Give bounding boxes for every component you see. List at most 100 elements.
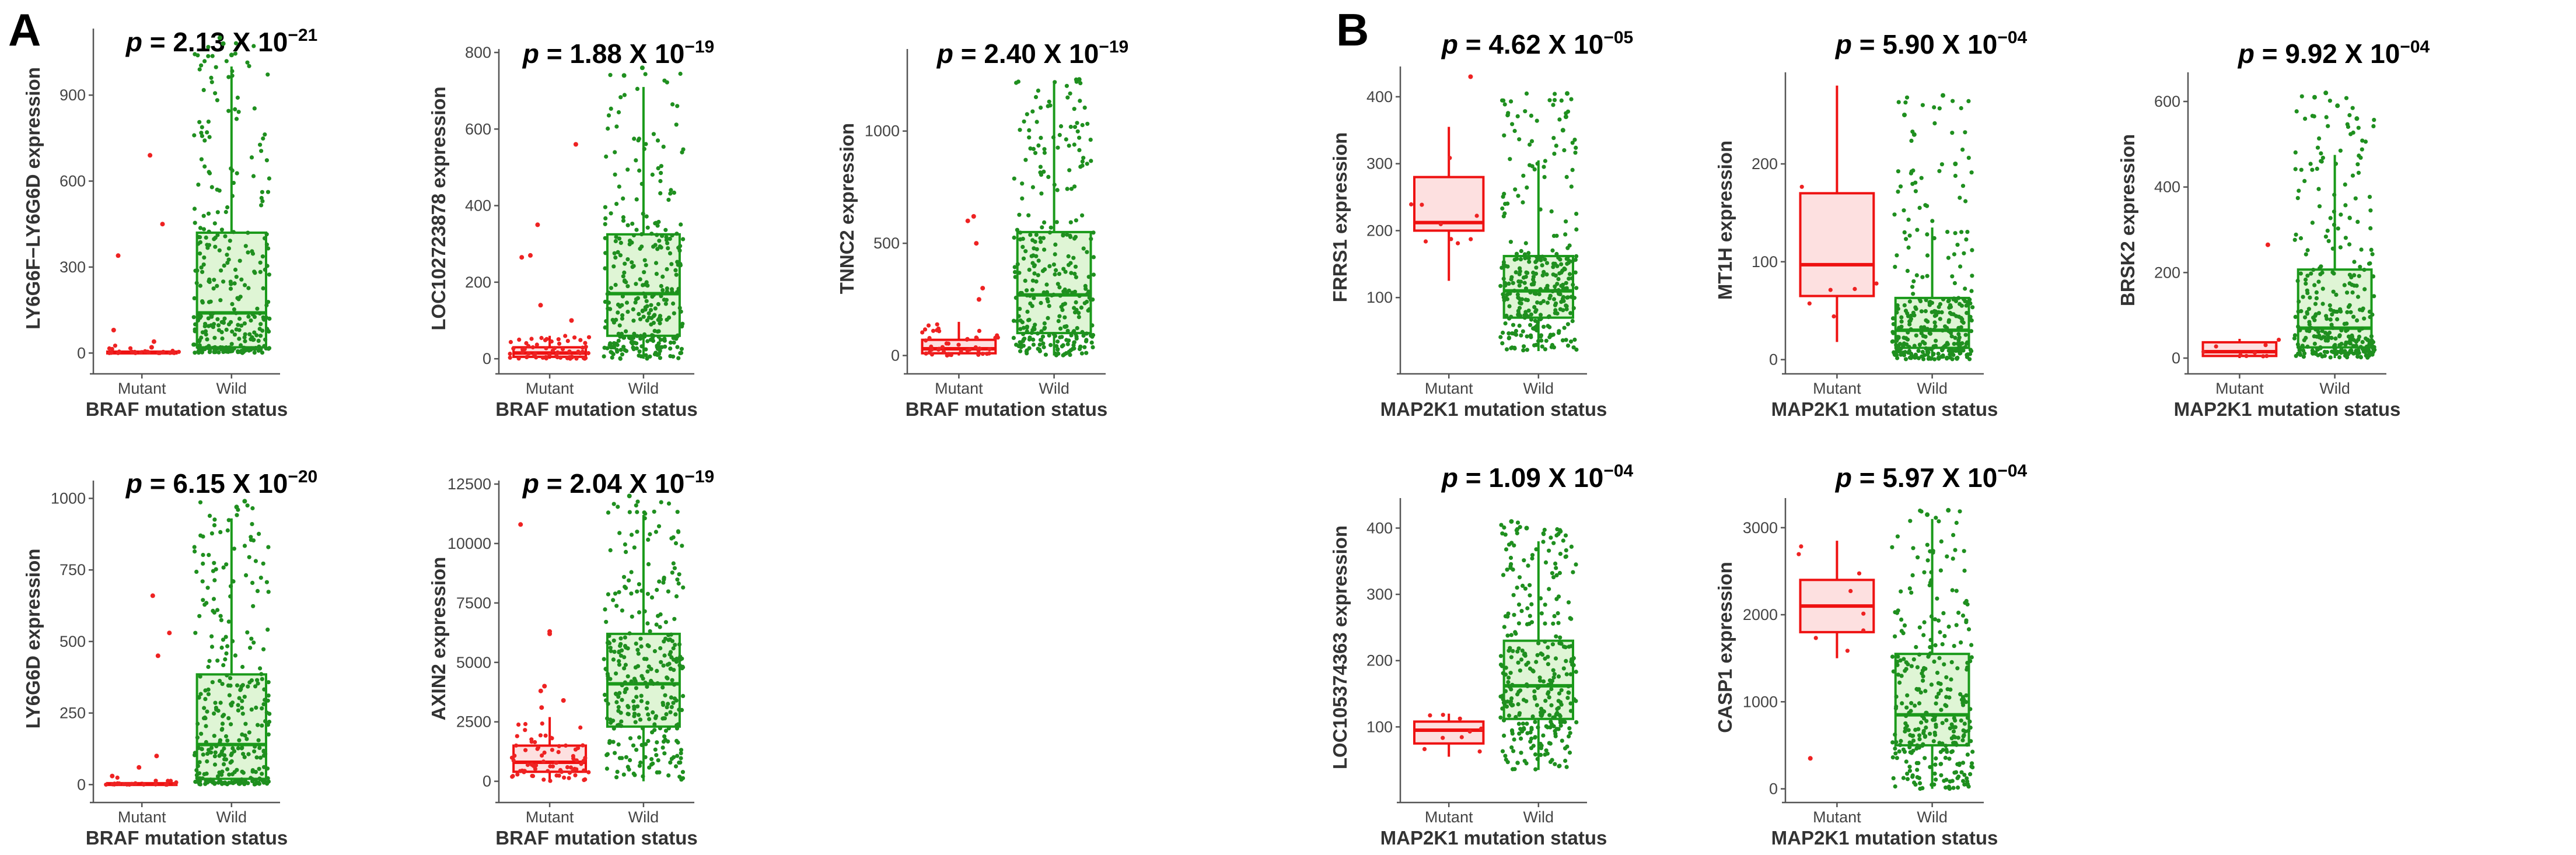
data-point xyxy=(655,770,659,775)
data-point xyxy=(205,586,210,590)
data-point xyxy=(2214,344,2218,349)
y-axis-label: LY6G6D expression xyxy=(22,549,44,729)
data-point xyxy=(1965,355,1970,359)
data-point xyxy=(1061,289,1066,294)
data-point xyxy=(675,345,680,349)
data-point xyxy=(262,687,267,692)
data-point xyxy=(623,542,627,547)
data-point xyxy=(1089,237,1093,241)
data-point xyxy=(644,299,649,303)
data-point xyxy=(2352,260,2357,264)
data-point xyxy=(574,758,579,763)
data-point xyxy=(1942,634,1947,639)
data-point xyxy=(1922,570,1927,574)
data-point xyxy=(1538,207,1543,212)
data-point xyxy=(1956,314,1961,319)
data-point xyxy=(265,698,270,703)
data-point xyxy=(547,352,552,358)
data-point xyxy=(638,760,643,765)
data-point xyxy=(661,703,666,707)
data-point xyxy=(1512,331,1516,336)
title-text: = 5.90 X 10 xyxy=(1852,29,1997,59)
data-point xyxy=(644,706,649,711)
data-point xyxy=(1946,255,1951,260)
data-point xyxy=(245,630,250,635)
title-exponent: −04 xyxy=(1603,461,1633,481)
data-point xyxy=(1030,278,1035,283)
data-point xyxy=(209,75,214,80)
outlier-point xyxy=(539,705,544,710)
data-point xyxy=(2305,344,2310,349)
data-point xyxy=(1953,770,1959,775)
data-point xyxy=(2368,226,2373,230)
data-point xyxy=(251,538,256,543)
data-point xyxy=(1548,741,1553,746)
data-point xyxy=(192,342,197,347)
data-point xyxy=(263,267,267,272)
data-point xyxy=(2340,349,2344,353)
data-point xyxy=(215,608,220,612)
data-point xyxy=(658,726,662,731)
data-point xyxy=(1891,322,1896,327)
data-point xyxy=(196,183,201,187)
data-point xyxy=(107,346,111,351)
data-point xyxy=(606,677,610,681)
data-point xyxy=(1529,727,1534,732)
data-point xyxy=(671,700,676,705)
data-point xyxy=(644,353,648,358)
data-point xyxy=(633,665,638,670)
data-point xyxy=(2346,327,2350,331)
data-point xyxy=(1518,688,1523,693)
x-tick-label: Wild xyxy=(1523,380,1554,397)
data-point xyxy=(197,776,202,781)
data-point xyxy=(1948,687,1953,692)
data-point xyxy=(571,754,576,758)
data-point xyxy=(523,728,527,733)
x-tick-label: Mutant xyxy=(118,808,166,826)
outlier-point xyxy=(148,153,153,158)
data-point xyxy=(564,743,568,748)
data-point xyxy=(633,678,638,683)
data-point xyxy=(1511,593,1516,597)
data-point xyxy=(198,674,202,679)
data-point xyxy=(674,232,679,236)
y-tick-label: 100 xyxy=(1366,289,1393,306)
data-point xyxy=(603,607,607,612)
data-point xyxy=(1025,329,1029,334)
data-point xyxy=(639,344,644,349)
data-point xyxy=(674,272,679,277)
data-point xyxy=(655,587,659,593)
data-point xyxy=(2315,145,2320,150)
data-point xyxy=(1528,142,1532,147)
data-point xyxy=(2244,353,2249,359)
data-point xyxy=(1895,253,1899,258)
data-point xyxy=(1074,336,1079,341)
data-point xyxy=(237,258,242,263)
data-point xyxy=(2364,353,2368,358)
outlier-point xyxy=(971,214,976,219)
data-point xyxy=(2298,236,2304,241)
data-point xyxy=(255,306,260,311)
data-point xyxy=(215,658,220,663)
data-point xyxy=(1564,303,1568,308)
data-point xyxy=(2332,192,2337,197)
x-tick-label: Mutant xyxy=(2215,380,2264,397)
data-point xyxy=(656,219,661,225)
data-point xyxy=(224,59,229,64)
data-point xyxy=(206,54,211,58)
data-point xyxy=(578,351,582,356)
data-point xyxy=(1962,773,1967,777)
data-point xyxy=(1507,304,1512,309)
data-point xyxy=(1925,232,1930,237)
data-point xyxy=(225,782,230,787)
data-point xyxy=(659,164,663,169)
data-point xyxy=(265,776,270,781)
data-point xyxy=(655,681,660,686)
data-point xyxy=(1915,743,1920,748)
data-point xyxy=(1554,634,1558,639)
data-point xyxy=(1913,189,1918,194)
data-point xyxy=(2337,343,2342,348)
y-tick-label: 500 xyxy=(873,234,900,252)
data-point xyxy=(1034,120,1039,124)
data-point xyxy=(1522,726,1526,731)
